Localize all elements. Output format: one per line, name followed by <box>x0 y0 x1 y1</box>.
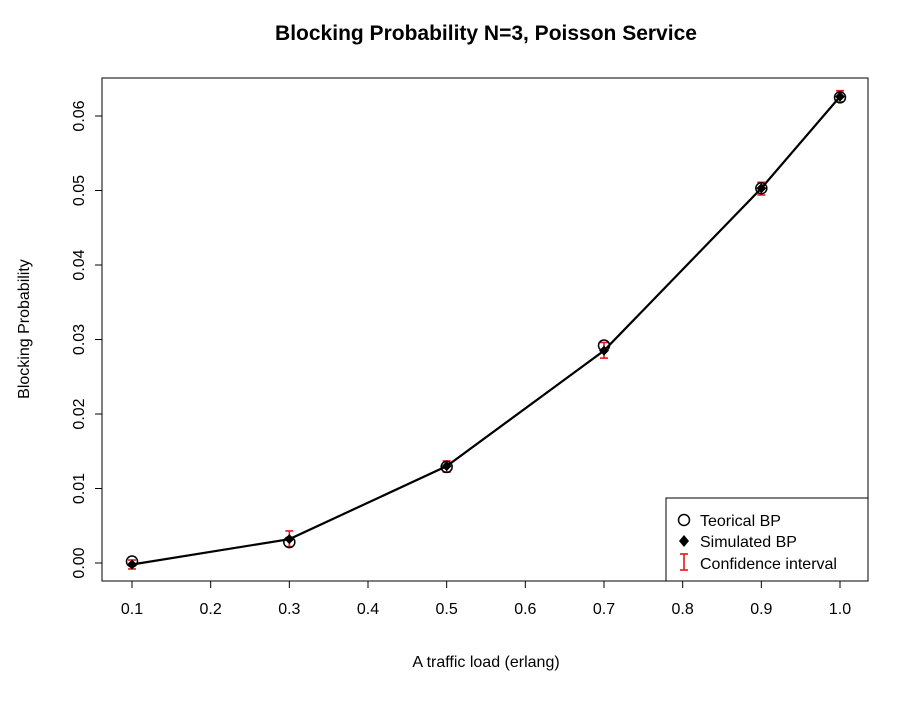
simulated-point <box>127 559 137 570</box>
simulated-point <box>756 183 767 194</box>
simulated-point <box>835 91 845 102</box>
legend-confidence-symbol <box>680 553 688 571</box>
y-axis-label: Blocking Probability <box>16 259 33 399</box>
y-tick-label: 0.05 <box>71 175 88 206</box>
legend-teorical-symbol <box>677 513 691 527</box>
legend-confidence-label: Confidence interval <box>700 556 837 573</box>
x-tick-label: 0.5 <box>436 601 458 618</box>
y-axis: 0.00 0.01 0.02 0.03 0.04 0.05 0.06 <box>71 100 103 579</box>
x-tick-label: 0.4 <box>357 601 379 618</box>
legend-simulated-symbol <box>679 535 689 547</box>
y-tick-label: 0.04 <box>71 249 88 280</box>
y-tick-label: 0.02 <box>71 398 88 429</box>
series-line <box>131 95 841 566</box>
y-tick-label: 0.01 <box>71 473 88 504</box>
simulated-point <box>599 345 609 356</box>
legend-box <box>665 497 869 582</box>
x-tick-label: 0.7 <box>593 601 615 618</box>
y-tick-label: 0.03 <box>71 324 88 355</box>
x-tick-label: 0.3 <box>278 601 300 618</box>
series-layer <box>125 89 847 570</box>
y-tick-label: 0.06 <box>71 100 88 131</box>
teorical-point <box>755 182 768 195</box>
x-axis-label: A traffic load (erlang) <box>412 654 559 671</box>
x-tick-label: 0.2 <box>200 601 222 618</box>
simulated-point <box>441 461 452 472</box>
y-tick-label: 0.00 <box>71 547 88 578</box>
x-tick-label: 0.9 <box>750 601 772 618</box>
simulated-point <box>284 534 295 545</box>
x-tick-label: 0.1 <box>121 601 143 618</box>
legend: Teorical BP Simulated BP Confidence inte… <box>665 497 869 582</box>
legend-teorical-label: Teorical BP <box>700 513 781 530</box>
legend-simulated-label: Simulated BP <box>700 534 797 551</box>
x-tick-label: 0.6 <box>514 601 536 618</box>
x-tick-label: 0.8 <box>672 601 694 618</box>
x-axis: 0.1 0.2 0.3 0.4 0.5 0.6 0.7 0.8 0.9 1.0 <box>121 580 851 618</box>
chart-title: Blocking Probability N=3, Poisson Servic… <box>275 22 697 45</box>
x-tick-label: 1.0 <box>829 601 851 618</box>
